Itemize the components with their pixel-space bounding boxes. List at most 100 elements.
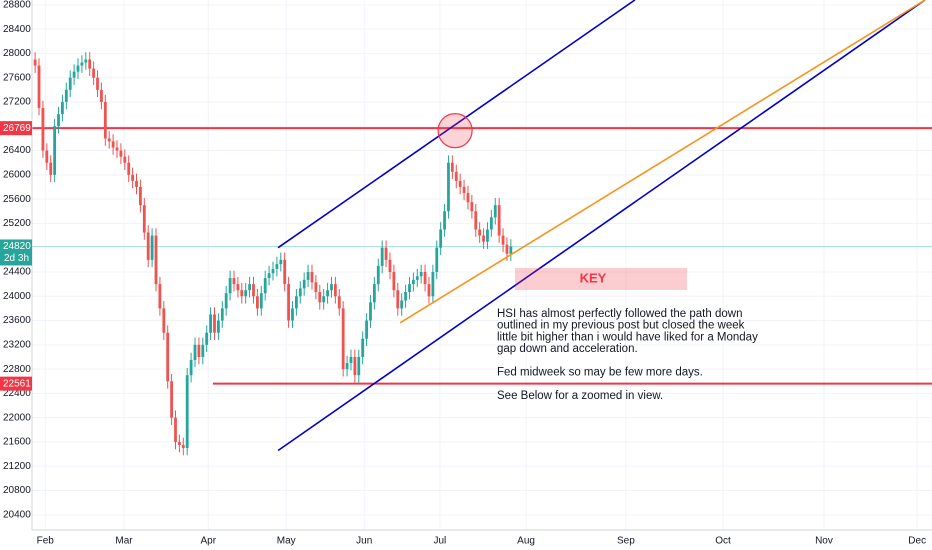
candle-body <box>396 290 400 309</box>
candle-body <box>439 229 443 248</box>
y-tick-label: 25600 <box>3 194 31 205</box>
candle-body <box>435 247 439 272</box>
candle-body <box>349 356 353 364</box>
y-tick-label: 24400 <box>3 267 31 278</box>
candle-body <box>146 232 150 260</box>
last-price-box <box>0 239 32 266</box>
candle-body <box>415 276 419 280</box>
candle-body <box>162 308 166 333</box>
candle-body <box>33 59 37 66</box>
candle-body <box>380 247 384 266</box>
candle-body <box>41 108 45 151</box>
candle-body <box>341 308 345 370</box>
x-tick-label: Jun <box>356 536 372 547</box>
candle-body <box>372 284 376 303</box>
candle-body <box>427 284 431 297</box>
level-price-label: 26769 <box>3 123 31 134</box>
candle-body <box>314 282 318 293</box>
candle-body <box>345 363 349 370</box>
candle-body <box>493 205 497 218</box>
candle-body <box>244 290 248 297</box>
candle-body <box>369 302 372 321</box>
candle-body <box>84 59 88 63</box>
candle-body <box>466 193 470 203</box>
y-tick-label: 28400 <box>3 24 31 35</box>
candle-body <box>388 259 392 272</box>
candle-body <box>216 320 220 333</box>
candle-body <box>302 279 306 289</box>
candle-body <box>384 247 388 260</box>
candle-body <box>76 65 80 72</box>
y-tick-label: 27200 <box>3 97 31 108</box>
candle-body <box>310 271 314 283</box>
trend-line <box>277 0 636 249</box>
candle-body <box>178 441 181 446</box>
candle-body <box>365 320 368 339</box>
candle-body <box>209 314 212 333</box>
candle-body <box>291 308 294 321</box>
candle-body <box>353 356 357 376</box>
candle-body <box>259 293 263 309</box>
candle-body <box>376 265 380 285</box>
candle-body <box>213 314 216 333</box>
x-tick-label: Dec <box>908 536 926 547</box>
candle-body <box>404 292 407 301</box>
candle-body <box>92 68 96 78</box>
candle-body <box>189 360 193 376</box>
note-line: little bit higher than i would have like… <box>497 331 758 343</box>
candle-body <box>283 259 287 285</box>
y-tick-label: 28000 <box>3 48 31 59</box>
candle-body <box>131 174 135 181</box>
candle-body <box>294 296 298 309</box>
candle-body <box>298 288 302 297</box>
y-tick-label: 21600 <box>3 437 31 448</box>
candle-body <box>271 268 275 274</box>
candle-body <box>255 296 259 309</box>
candle-body <box>505 244 509 254</box>
y-tick-label: 26000 <box>3 169 31 180</box>
candle-body <box>333 284 337 297</box>
candle-body <box>119 150 123 157</box>
candle-body <box>431 271 435 297</box>
candle-body <box>411 279 415 285</box>
candle-body <box>123 156 127 163</box>
x-tick-label: Oct <box>715 536 731 547</box>
y-tick-label: 22000 <box>3 412 31 423</box>
candle-body <box>197 344 201 357</box>
candle-body <box>142 205 146 233</box>
y-tick-label: 27600 <box>3 72 31 83</box>
candle-body <box>337 296 341 309</box>
candle-body <box>201 344 205 357</box>
countdown-label: 2d 3h <box>4 253 29 264</box>
candle-body <box>478 229 482 236</box>
y-tick-label: 21200 <box>3 461 31 472</box>
candle-body <box>419 271 423 277</box>
candle-body <box>80 62 84 66</box>
candle-body <box>49 162 53 175</box>
candle-body <box>462 186 466 194</box>
candle-body <box>170 381 174 418</box>
candle-body <box>248 284 251 291</box>
x-tick-label: May <box>277 536 296 547</box>
candle-body <box>240 290 244 297</box>
candle-body <box>322 296 326 303</box>
key-label: KEY <box>580 270 607 285</box>
candle-body <box>64 89 68 102</box>
candle-body <box>400 300 404 309</box>
note-line: outlined in my previous post but closed … <box>497 320 745 332</box>
candle-body <box>224 293 228 309</box>
y-tick-label: 24000 <box>3 291 31 302</box>
highlight-circle <box>437 113 473 149</box>
x-tick-label: Feb <box>37 536 55 547</box>
candle-body <box>61 101 64 115</box>
x-tick-label: Jul <box>433 536 446 547</box>
candle-body <box>458 180 462 187</box>
candle-body <box>166 332 170 382</box>
y-tick-label: 25200 <box>3 218 31 229</box>
y-tick-label: 22400 <box>3 388 31 399</box>
candle-body <box>88 59 92 69</box>
candle-body <box>181 445 185 449</box>
candle-body <box>357 356 361 376</box>
